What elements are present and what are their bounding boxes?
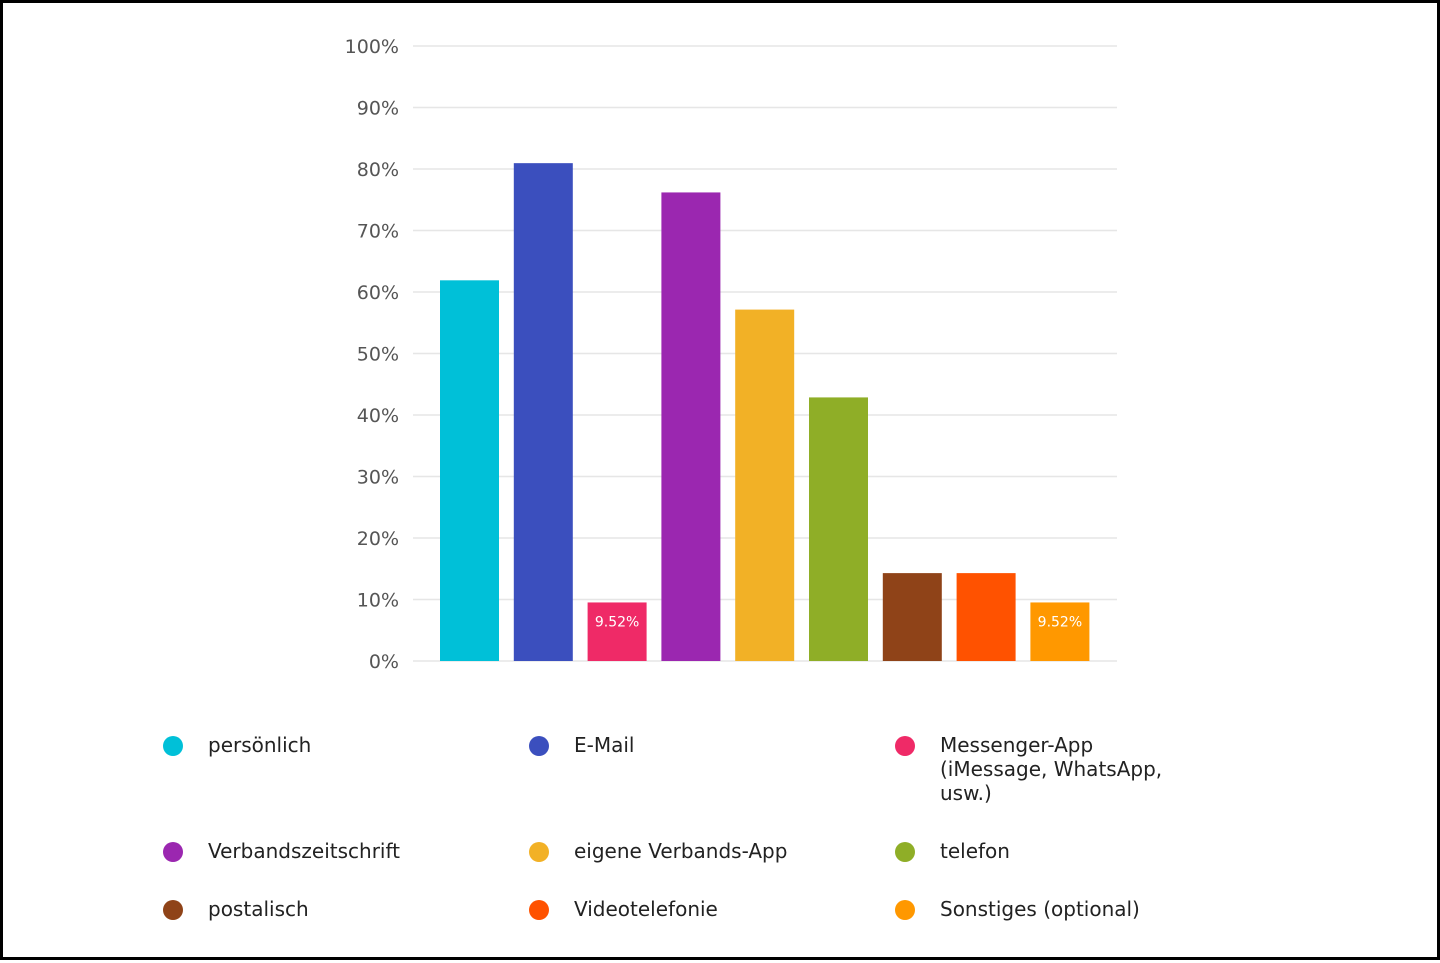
legend-item[interactable]: Videotelefonie — [529, 897, 824, 921]
bar[interactable] — [882, 573, 942, 661]
legend-label: E-Mail — [574, 733, 635, 757]
bar[interactable] — [587, 602, 647, 661]
legend-item[interactable]: E-Mail — [529, 733, 824, 757]
bar-data-label: 9.52% — [1038, 614, 1082, 630]
legend-item[interactable]: eigene Verbands-App — [529, 839, 824, 863]
legend-item[interactable]: Sonstiges (optional) — [895, 897, 1190, 921]
bar[interactable] — [661, 192, 721, 661]
bar[interactable] — [809, 397, 868, 661]
y-tick-label: 30% — [357, 467, 399, 489]
legend-label: Videotelefonie — [574, 897, 718, 921]
bar[interactable] — [440, 280, 499, 661]
legend-swatch — [895, 900, 915, 920]
data-labels: 9.52% 9.52% — [595, 614, 1082, 630]
bar-data-label: 9.52% — [595, 614, 639, 630]
bar-chart: 0%10%20%30%40%50%60%70%80%90%100% 9.52% 9… — [345, 36, 1117, 673]
legend-swatch — [529, 842, 549, 862]
y-tick-label: 90% — [357, 98, 399, 120]
bars — [440, 163, 1090, 661]
legend-swatch — [895, 842, 915, 862]
legend-swatch — [529, 736, 549, 756]
legend-item[interactable]: postalisch — [163, 897, 458, 921]
bar[interactable] — [513, 163, 573, 661]
legend-label: persönlich — [208, 733, 312, 757]
legend-swatch — [163, 736, 183, 756]
legend-label: Verbandszeitschrift — [208, 839, 401, 863]
y-tick-label: 20% — [357, 528, 399, 550]
y-tick-label: 80% — [357, 159, 399, 181]
legend-swatch — [163, 900, 183, 920]
legend-item[interactable]: Messenger-App (iMessage, WhatsApp, usw.) — [895, 733, 1190, 805]
legend-swatch — [163, 842, 183, 862]
y-tick-label: 100% — [345, 36, 399, 58]
legend-label: Messenger-App (iMessage, WhatsApp, usw.) — [940, 733, 1163, 805]
y-axis-ticks: 0% 10% 20% 30% 40% 50% 60% 70% 80% 90% 100% — [345, 36, 399, 673]
y-tick-label: 10% — [357, 590, 399, 612]
bar[interactable] — [1030, 602, 1090, 661]
legend-swatch — [529, 900, 549, 920]
y-tick-label: 0% — [369, 651, 399, 673]
legend-label: Sonstiges (optional) — [940, 897, 1140, 921]
legend-label: eigene Verbands-App — [574, 839, 788, 863]
bar[interactable] — [956, 573, 1016, 661]
y-tick-label: 40% — [357, 405, 399, 427]
y-tick-label: 60% — [357, 282, 399, 304]
legend-swatch — [895, 736, 915, 756]
legend-label: postalisch — [208, 897, 309, 921]
legend-item[interactable]: telefon — [895, 839, 1190, 863]
legend-label: telefon — [940, 839, 1010, 863]
bar[interactable] — [735, 309, 795, 661]
legend-item[interactable]: Verbandszeitschrift — [163, 839, 458, 863]
legend-item[interactable]: persönlich — [163, 733, 458, 757]
y-tick-label: 50% — [357, 344, 399, 366]
y-tick-label: 70% — [357, 221, 399, 243]
